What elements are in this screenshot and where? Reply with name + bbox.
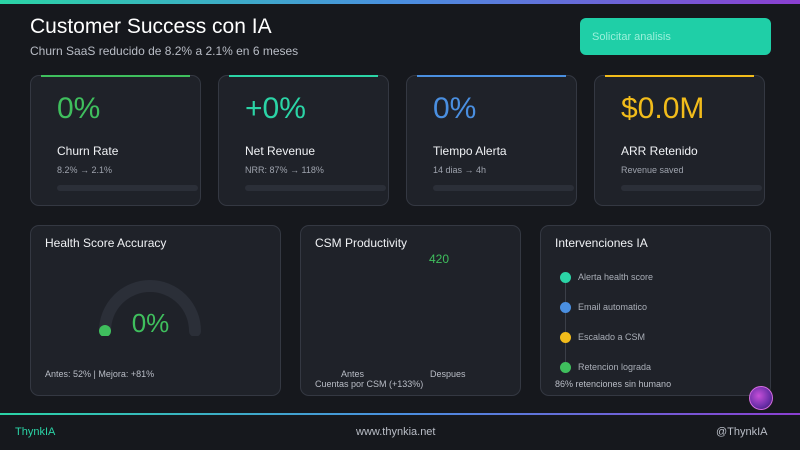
csm-productivity-panel: CSM Productivity 420 Antes Despues Cuent… <box>300 225 521 396</box>
step-label: Alerta health score <box>578 272 654 282</box>
page-title: Customer Success con IA <box>30 15 272 38</box>
brand-logo-icon <box>749 386 773 410</box>
panel-title: Health Score Accuracy <box>45 236 167 250</box>
kpi-subtext: 8.2% → 2.1% <box>57 165 113 175</box>
kpi-progress-bar <box>621 185 762 191</box>
health-score-gauge <box>99 280 201 336</box>
kpi-accent-line <box>417 75 566 77</box>
kpi-value: 0% <box>433 92 477 125</box>
panel-title: Intervenciones IA <box>555 236 648 250</box>
health-score-panel: Health Score Accuracy 0% Antes: 52% | Me… <box>30 225 281 396</box>
kpi-card-churn-rate: 0% Churn Rate 8.2% → 2.1% <box>30 75 201 206</box>
kpi-accent-line <box>41 75 190 77</box>
step-label: Escalado a CSM <box>578 332 646 342</box>
page-subtitle: Churn SaaS reducido de 8.2% a 2.1% en 6 … <box>30 44 299 58</box>
kpi-label: Churn Rate <box>57 144 119 158</box>
kpi-value: 0% <box>57 92 101 125</box>
step-label: Retencion lograda <box>578 362 652 372</box>
health-score-footer: Antes: 52% | Mejora: +81% <box>45 369 155 379</box>
kpi-card-alert-time: 0% Tiempo Alerta 14 dias → 4h <box>406 75 577 206</box>
kpi-label: ARR Retenido <box>621 144 698 158</box>
panel-title: CSM Productivity <box>315 236 408 250</box>
csm-bar-label-before: Antes <box>341 369 365 379</box>
kpi-accent-line <box>605 75 754 77</box>
interventions-footer: 86% retenciones sin humano <box>555 379 672 389</box>
request-analysis-button[interactable]: Solicitar analisis <box>580 18 771 55</box>
top-accent-bar <box>0 0 800 4</box>
kpi-accent-line <box>229 75 378 77</box>
step-label: Email automatico <box>578 302 648 312</box>
footer-website-link[interactable]: www.thynkia.net <box>356 426 436 438</box>
footer-social-handle[interactable]: @ThynkIA <box>716 426 768 438</box>
kpi-progress-bar <box>245 185 386 191</box>
kpi-subtext: NRR: 87% → 118% <box>245 165 324 175</box>
health-score-value: 0% <box>131 308 170 338</box>
step-dot <box>560 302 571 313</box>
csm-bar-label-after: Despues <box>430 369 466 379</box>
kpi-subtext: 14 dias → 4h <box>433 165 487 175</box>
kpi-subtext: Revenue saved <box>621 165 684 175</box>
kpi-progress-bar <box>57 185 198 191</box>
kpi-label: Tiempo Alerta <box>433 144 507 158</box>
kpi-progress-bar <box>433 185 574 191</box>
kpi-label: Net Revenue <box>245 144 316 158</box>
footer-brand: ThynkIA <box>15 426 56 438</box>
gauge-track <box>99 280 201 336</box>
step-dot <box>560 332 571 343</box>
kpi-card-net-revenue: +0% Net Revenue NRR: 87% → 118% <box>218 75 389 206</box>
kpi-card-arr-retained: $0.0M ARR Retenido Revenue saved <box>594 75 765 206</box>
kpi-value: $0.0M <box>621 92 705 125</box>
csm-accounts-value: 420 <box>429 252 450 266</box>
timeline-line <box>565 276 566 368</box>
kpi-value: +0% <box>245 92 306 125</box>
footer-accent-line <box>0 413 800 415</box>
step-dot <box>560 362 571 373</box>
step-dot <box>560 272 571 283</box>
csm-productivity-footer: Cuentas por CSM (+133%) <box>315 379 424 389</box>
interventions-panel: Intervenciones IA Alerta health score Em… <box>540 225 771 396</box>
